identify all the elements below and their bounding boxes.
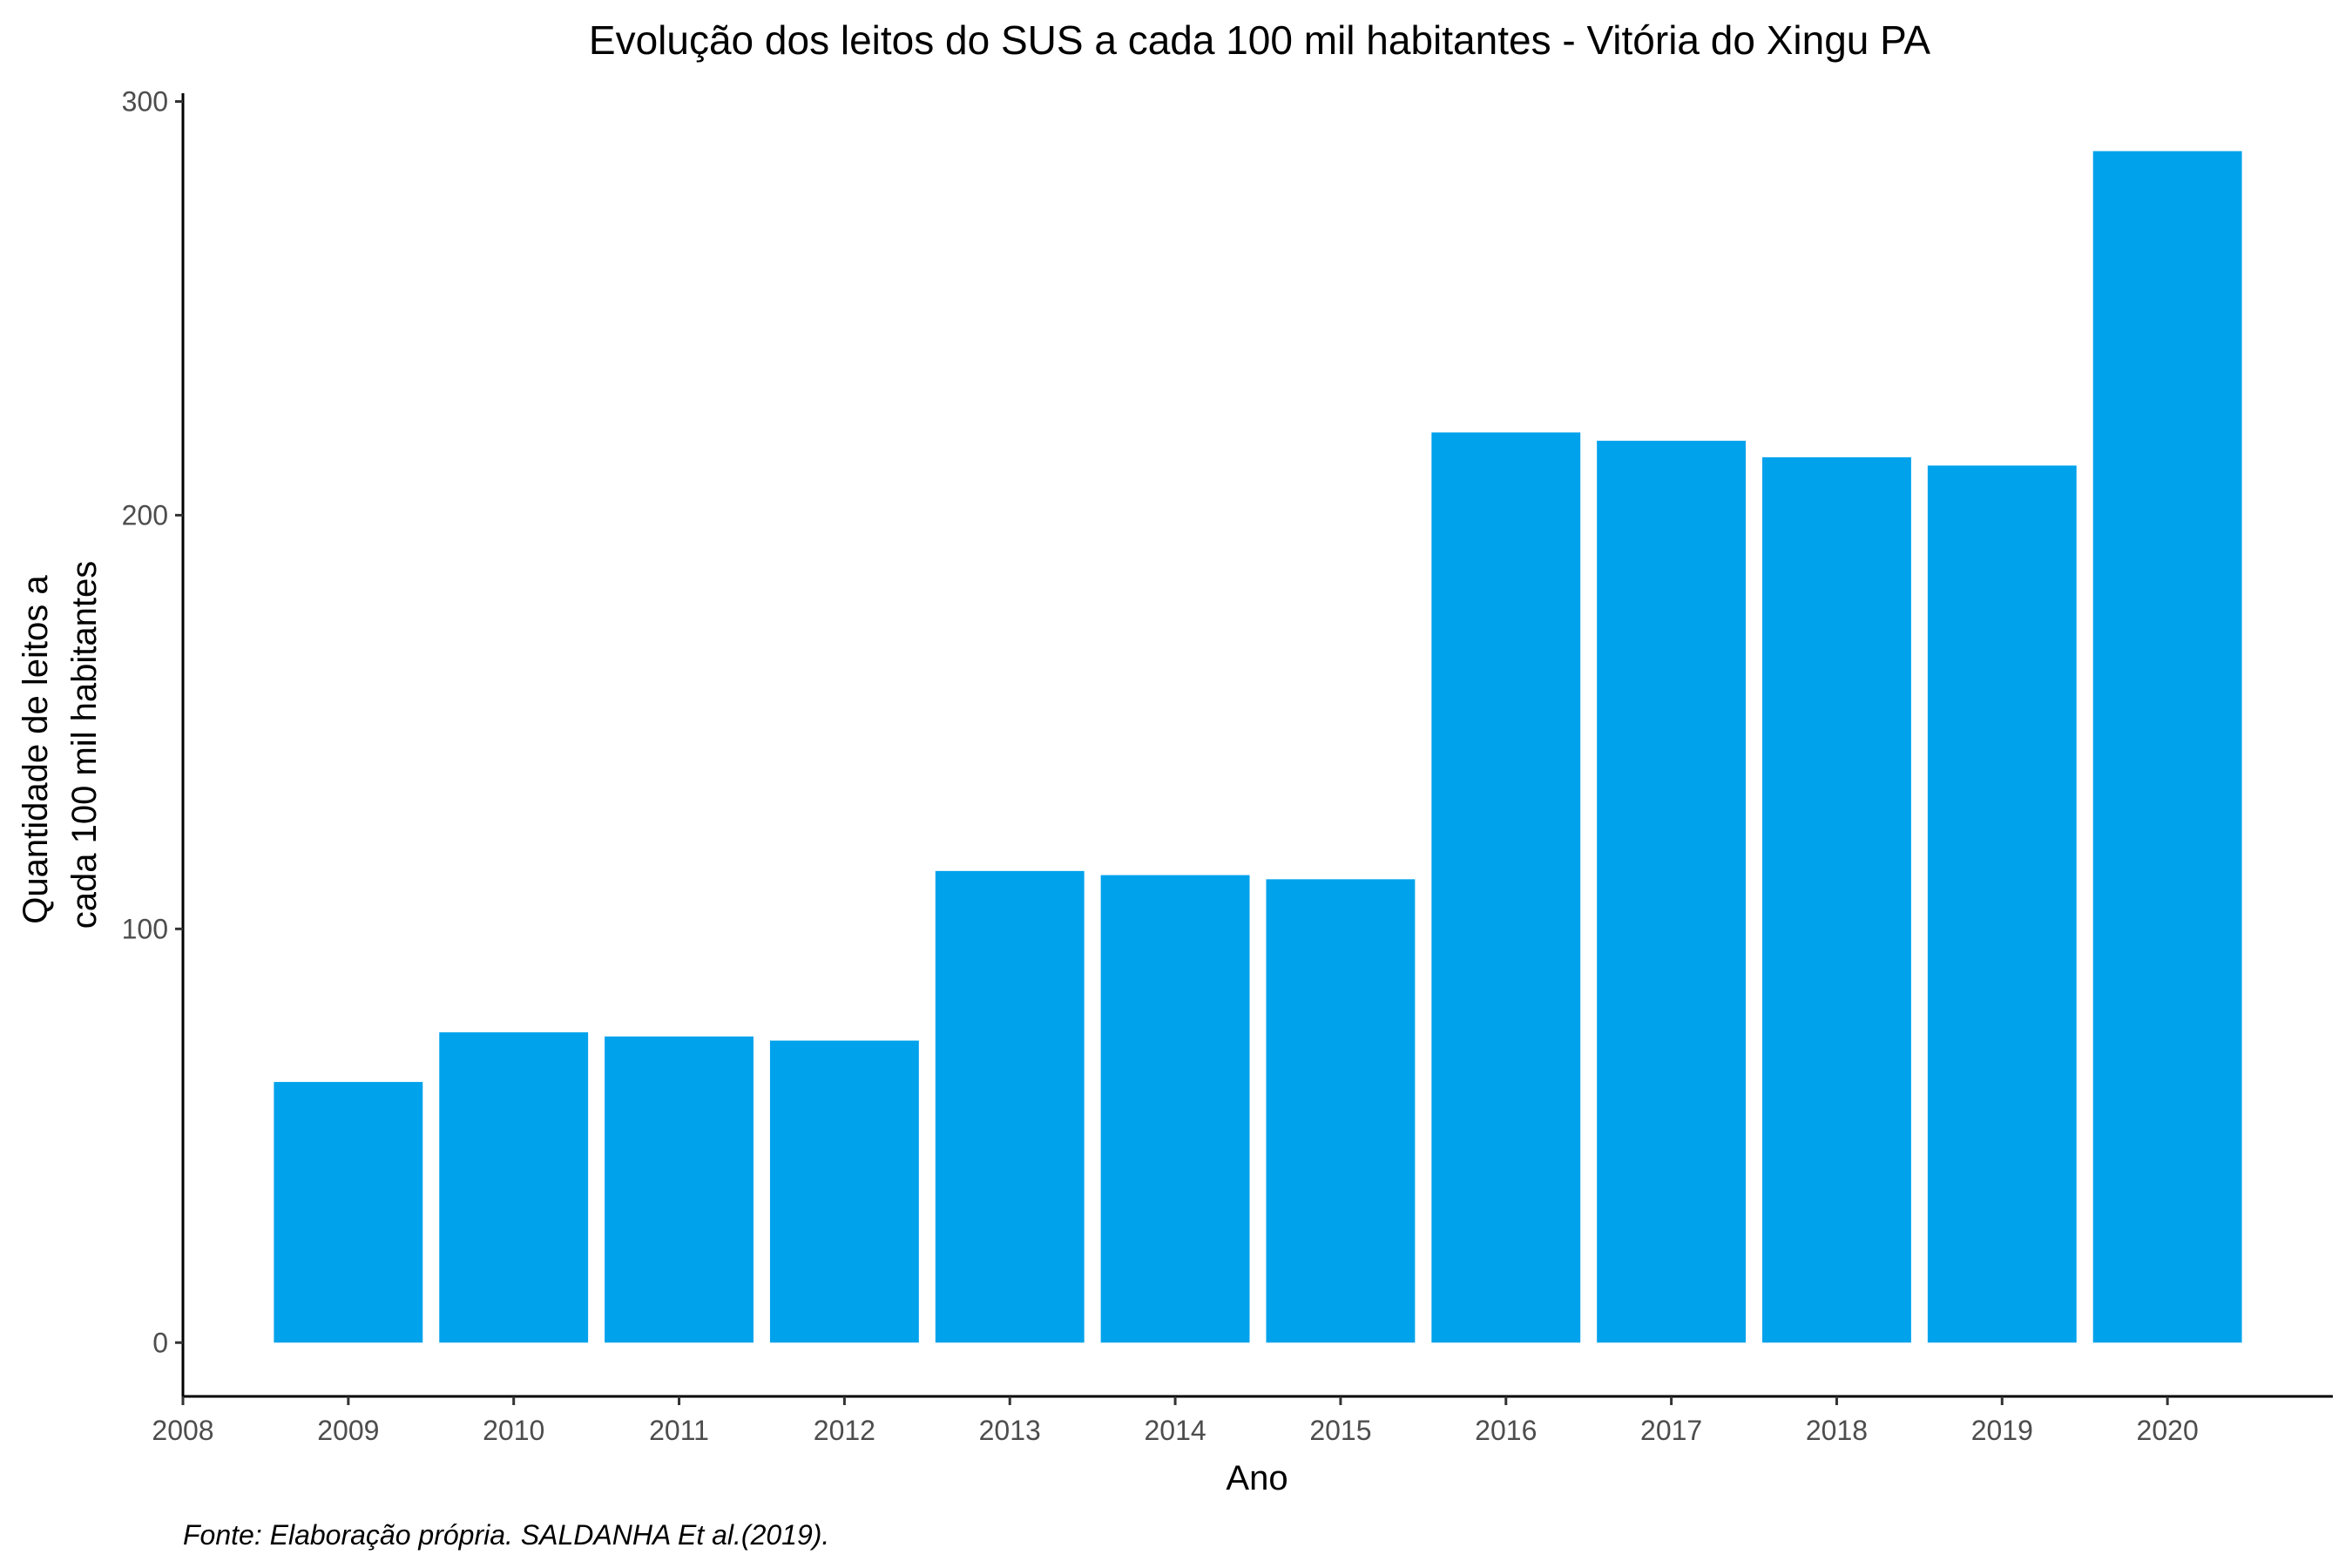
y-axis-label: Quantidade de leitos a cada 100 mil habi… <box>17 561 104 929</box>
x-tick-label-2012: 2012 <box>814 1415 875 1446</box>
y-tick-label-300: 300 <box>122 85 168 117</box>
x-tick-label-2011: 2011 <box>649 1415 709 1446</box>
x-tick-label-2008: 2008 <box>152 1415 213 1446</box>
x-axis-label: Ano <box>1226 1459 1288 1497</box>
bar-2010 <box>439 1032 589 1343</box>
y-axis-label-line-2: cada 100 mil habitantes <box>65 561 104 929</box>
bar-2017 <box>1597 440 1747 1343</box>
y-axis-label-line-1: Quantidade de leitos a <box>17 575 55 924</box>
bar-2009 <box>274 1082 423 1343</box>
bar-2016 <box>1431 432 1581 1343</box>
source-caption: Fonte: Elaboração própria. SALDANHA Et a… <box>183 1519 829 1551</box>
x-tick-label-2013: 2013 <box>979 1415 1041 1446</box>
x-tick-label-2020: 2020 <box>2137 1415 2199 1446</box>
x-tick-label-2009: 2009 <box>317 1415 379 1446</box>
y-axis-ticks: 0 100 200 300 <box>122 85 183 1358</box>
bar-2019 <box>1927 465 2077 1343</box>
bar-2013 <box>935 870 1085 1343</box>
x-tick-label-2014: 2014 <box>1144 1415 1206 1446</box>
x-tick-label-2015: 2015 <box>1309 1415 1371 1446</box>
bar-2015 <box>1266 879 1416 1343</box>
bar-2020 <box>2092 151 2242 1343</box>
chart-title: Evolução dos leitos do SUS a cada 100 mi… <box>589 17 1931 63</box>
bars-group <box>274 151 2242 1343</box>
bar-2014 <box>1100 875 1250 1343</box>
bar-2018 <box>1762 456 1911 1343</box>
y-tick-label-0: 0 <box>152 1327 168 1358</box>
x-tick-label-2019: 2019 <box>1971 1415 2033 1446</box>
x-axis-ticks: 2008 2009 2010 2011 2012 2013 2014 2015 2016 2017… <box>152 1396 2199 1446</box>
x-tick-label-2016: 2016 <box>1475 1415 1537 1446</box>
bar-2011 <box>605 1036 754 1343</box>
y-tick-label-200: 200 <box>122 499 168 531</box>
y-tick-label-100: 100 <box>122 913 168 944</box>
bar-2012 <box>769 1040 919 1343</box>
x-tick-label-2017: 2017 <box>1640 1415 1702 1446</box>
x-tick-label-2010: 2010 <box>483 1415 544 1446</box>
x-tick-label-2018: 2018 <box>1806 1415 1868 1446</box>
